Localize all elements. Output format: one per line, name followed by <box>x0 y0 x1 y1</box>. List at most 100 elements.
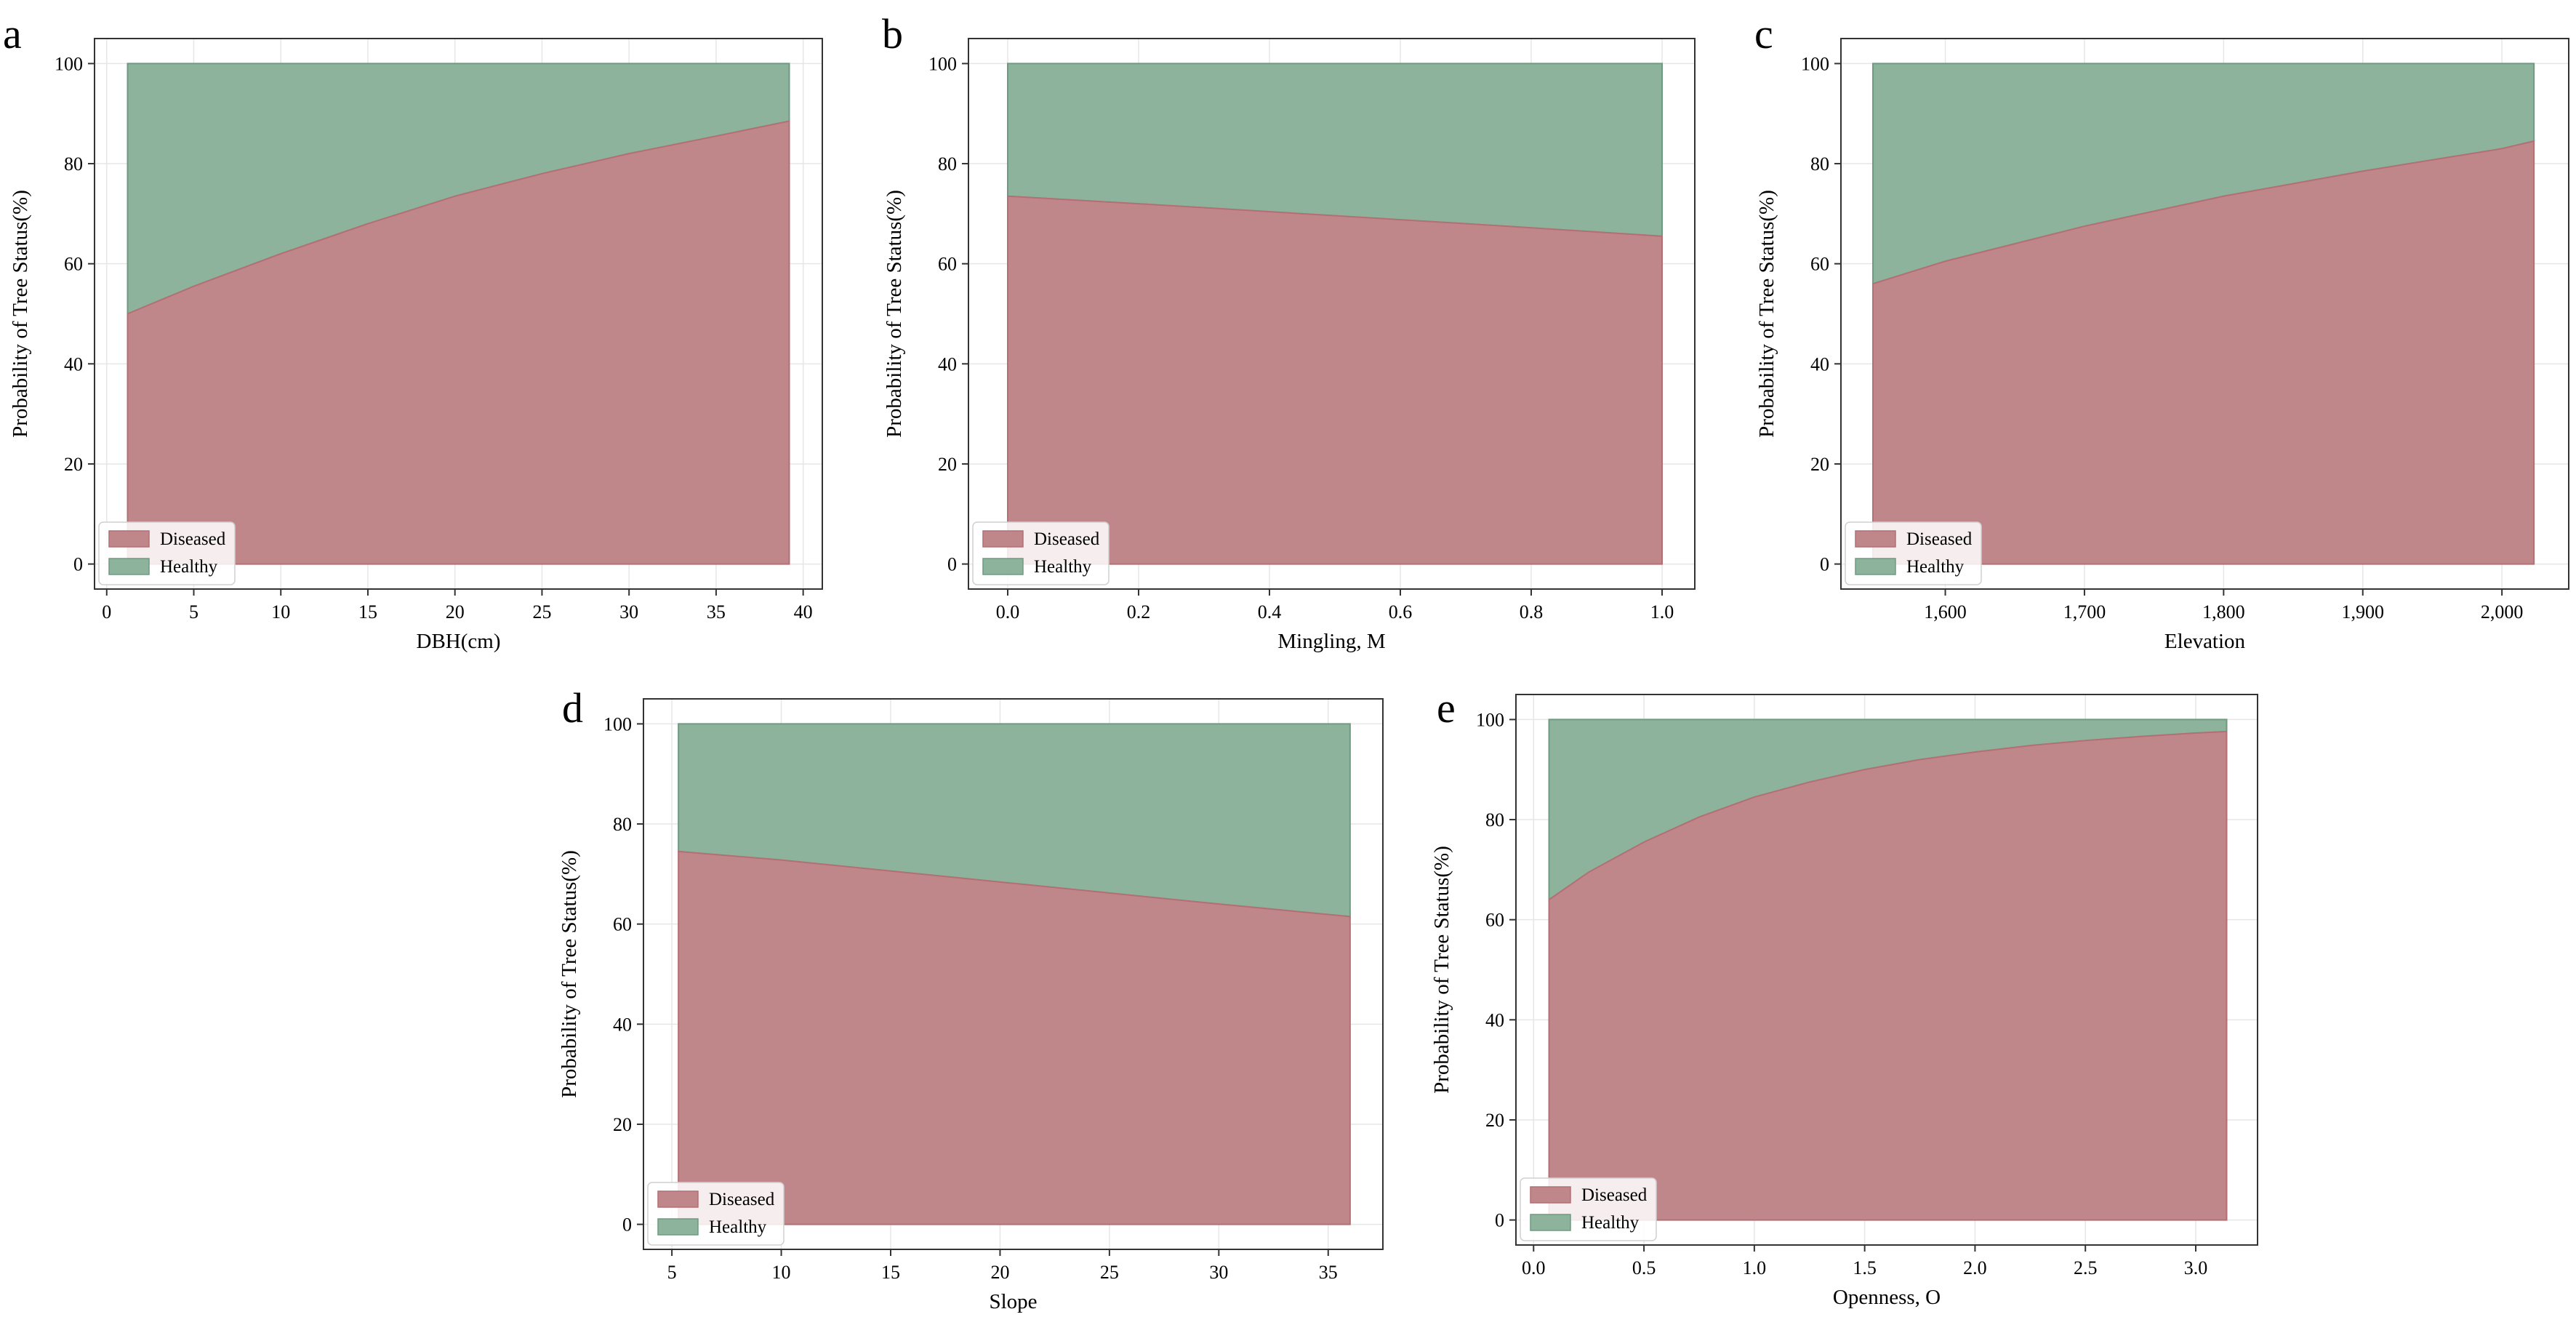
y-tick-label: 80 <box>1485 809 1504 830</box>
y-tick-label: 100 <box>928 53 957 74</box>
y-tick-label: 20 <box>1810 454 1829 475</box>
y-tick-label: 0 <box>1495 1210 1504 1231</box>
x-tick-label: 1.5 <box>1853 1257 1877 1278</box>
x-tick-label: 0.0 <box>1522 1257 1546 1278</box>
legend: Diseased Healthy <box>972 521 1110 585</box>
y-tick-label: 20 <box>64 454 83 475</box>
x-tick-label: 2.0 <box>1963 1257 1987 1278</box>
panel-d: 5 10 15 20 25 30 35 0 20 40 60 80 100 Slope Probabilit… <box>558 684 1384 1313</box>
axes-frame <box>1515 694 2258 1246</box>
area-diseased <box>127 120 790 565</box>
panel-b: 0.0 0.2 0.4 0.6 0.8 1.0 0 20 40 60 80 100 Mingling, … <box>882 10 1696 653</box>
x-tick-label: 2.5 <box>2074 1257 2098 1278</box>
y-tick-label: 0 <box>622 1214 632 1236</box>
y-tick-label: 80 <box>613 814 632 835</box>
x-tick-label: 5 <box>189 601 198 623</box>
y-tick-label: 40 <box>613 1014 632 1035</box>
y-axis-label: Probability of Tree Status(%) <box>1430 846 1453 1094</box>
x-tick-label: 1.0 <box>1650 601 1674 623</box>
x-axis-label: Openness, O <box>1833 1286 1941 1309</box>
legend-label-diseased: Diseased <box>160 529 226 549</box>
legend-label-healthy: Healthy <box>1034 557 1092 577</box>
panel-letter: c <box>1754 10 1773 57</box>
area-diseased <box>1007 195 1663 565</box>
legend: Diseased Healthy <box>98 521 236 585</box>
legend-label-diseased: Diseased <box>1034 529 1100 549</box>
axes-frame <box>1840 38 2569 590</box>
legend-label-healthy: Healthy <box>709 1217 767 1237</box>
y-tick-label: 40 <box>1810 353 1829 375</box>
y-tick-label: 60 <box>1810 254 1829 275</box>
x-tick-label: 1,900 <box>2341 601 2384 623</box>
legend-swatch-healthy <box>982 558 1024 575</box>
x-tick-label: 10 <box>772 1262 791 1283</box>
legend-swatch-diseased <box>1855 530 1896 548</box>
y-tick-label: 100 <box>1476 709 1504 730</box>
panel-letter: e <box>1437 684 1456 732</box>
x-tick-label: 35 <box>1319 1262 1338 1283</box>
x-tick-label: 0.0 <box>996 601 1020 623</box>
x-tick-label: 0.6 <box>1389 601 1413 623</box>
legend: Diseased Healthy <box>1845 521 1982 585</box>
panel-letter: a <box>3 10 22 57</box>
area-diseased <box>1548 730 2228 1221</box>
y-axis-label: Probability of Tree Status(%) <box>9 190 32 438</box>
y-tick-label: 60 <box>613 914 632 935</box>
x-tick-label: 1.0 <box>1743 1257 1767 1278</box>
y-tick-label: 60 <box>938 254 957 275</box>
axes-frame <box>643 698 1384 1250</box>
legend: Diseased Healthy <box>1520 1177 1657 1241</box>
area-diseased <box>678 850 1351 1225</box>
legend-label-diseased: Diseased <box>1581 1185 1648 1205</box>
axes-frame <box>968 38 1696 590</box>
x-tick-label: 1,800 <box>2202 601 2245 623</box>
panel-c: 1,600 1,700 1,800 1,900 2,000 0 20 40 60 80 100 Ele… <box>1754 10 2569 653</box>
legend-swatch-diseased <box>1530 1186 1571 1204</box>
x-tick-label: 0.4 <box>1258 601 1282 623</box>
x-axis-label: Mingling, M <box>1277 630 1385 653</box>
y-tick-label: 100 <box>55 53 83 74</box>
x-tick-label: 2,000 <box>2481 601 2524 623</box>
x-tick-label: 20 <box>446 601 465 623</box>
legend-swatch-healthy <box>1530 1214 1571 1231</box>
x-tick-label: 20 <box>990 1262 1009 1283</box>
y-tick-label: 20 <box>938 454 957 475</box>
x-tick-label: 1,700 <box>2063 601 2106 623</box>
legend: Diseased Healthy <box>647 1182 785 1246</box>
legend-swatch-healthy <box>657 1218 699 1236</box>
y-tick-label: 80 <box>1810 153 1829 175</box>
y-tick-label: 40 <box>938 353 957 375</box>
legend-label-healthy: Healthy <box>1906 557 1965 577</box>
y-tick-label: 60 <box>64 254 83 275</box>
y-tick-label: 0 <box>947 554 957 575</box>
x-tick-label: 1,600 <box>1924 601 1967 623</box>
y-tick-label: 20 <box>613 1114 632 1135</box>
panel-letter: b <box>882 10 903 57</box>
x-axis-label: DBH(cm) <box>417 630 501 653</box>
legend-label-healthy: Healthy <box>1581 1213 1640 1233</box>
x-axis-label: Slope <box>989 1290 1037 1313</box>
x-tick-label: 25 <box>532 601 551 623</box>
x-tick-label: 0.5 <box>1632 1257 1656 1278</box>
x-tick-label: 0.8 <box>1520 601 1544 623</box>
panel-letter: d <box>562 684 583 732</box>
x-tick-label: 0.2 <box>1127 601 1151 623</box>
x-tick-label: 5 <box>667 1262 677 1283</box>
y-tick-label: 60 <box>1485 910 1504 931</box>
panel-a: 0 5 10 15 20 25 30 35 40 0 20 40 60 80 100 DBH(cm) Proba… <box>3 10 823 653</box>
x-tick-label: 30 <box>1209 1262 1228 1283</box>
x-tick-label: 15 <box>358 601 377 623</box>
y-tick-label: 0 <box>73 554 83 575</box>
y-tick-label: 80 <box>64 153 83 175</box>
x-axis-label: Elevation <box>2164 630 2246 653</box>
y-tick-label: 80 <box>938 153 957 175</box>
y-tick-label: 100 <box>1801 53 1829 74</box>
y-tick-label: 20 <box>1485 1110 1504 1131</box>
axes-frame <box>94 38 823 590</box>
legend-swatch-healthy <box>1855 558 1896 575</box>
y-tick-label: 0 <box>1820 554 1829 575</box>
y-tick-label: 100 <box>603 713 632 734</box>
x-tick-label: 10 <box>271 601 290 623</box>
x-tick-label: 35 <box>707 601 726 623</box>
